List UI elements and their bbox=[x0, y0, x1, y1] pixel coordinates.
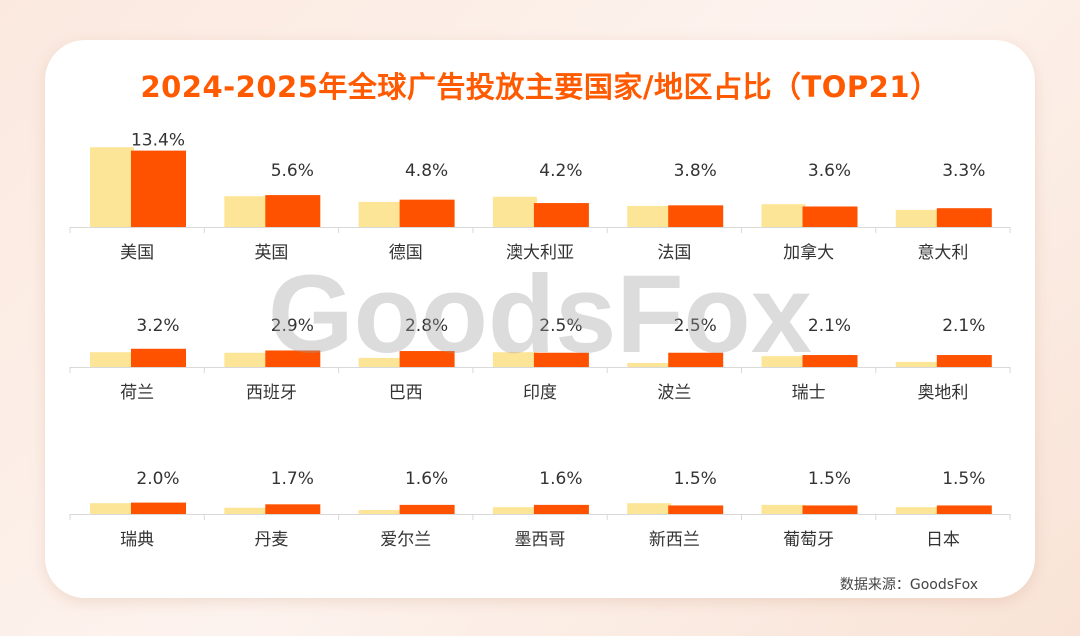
bar-later bbox=[802, 206, 858, 227]
bar-later bbox=[399, 351, 455, 367]
bar-later bbox=[399, 504, 455, 514]
bar-earlier bbox=[895, 361, 940, 367]
data-label: 2.1% bbox=[942, 316, 985, 336]
bar-earlier bbox=[761, 204, 806, 227]
data-label: 2.8% bbox=[405, 316, 448, 336]
data-label: 1.6% bbox=[539, 469, 582, 489]
bar-earlier bbox=[90, 352, 134, 367]
data-label: 2.9% bbox=[271, 316, 314, 336]
bar-earlier bbox=[627, 205, 672, 227]
data-label: 1.5% bbox=[674, 469, 717, 489]
bar-later bbox=[265, 504, 321, 514]
watermark: GoodsFox bbox=[268, 253, 812, 376]
bar-earlier bbox=[224, 352, 269, 367]
bar-later bbox=[131, 502, 186, 514]
category-label: 澳大利亚 bbox=[506, 243, 574, 263]
category-label: 巴西 bbox=[389, 383, 423, 403]
bar-earlier bbox=[895, 209, 940, 227]
category-label: 爱尔兰 bbox=[380, 530, 431, 550]
bar-earlier bbox=[761, 504, 806, 514]
bar-earlier bbox=[761, 356, 806, 367]
bar-later bbox=[131, 348, 186, 367]
category-label: 瑞典 bbox=[120, 530, 154, 550]
category-label: 德国 bbox=[389, 243, 423, 263]
bar-later bbox=[936, 208, 992, 227]
bar-later bbox=[802, 355, 858, 367]
bar-later bbox=[668, 205, 724, 227]
data-label: 5.6% bbox=[271, 161, 314, 181]
bar-earlier bbox=[627, 503, 672, 514]
data-label: 4.8% bbox=[405, 161, 448, 181]
data-label: 2.0% bbox=[136, 469, 179, 489]
chart-title: 2024-2025年全球广告投放主要国家/地区占比（TOP21） bbox=[140, 70, 940, 104]
bar-earlier bbox=[492, 196, 537, 227]
data-label: 2.5% bbox=[539, 316, 582, 336]
category-label: 波兰 bbox=[657, 383, 691, 403]
category-label: 奥地利 bbox=[917, 383, 968, 403]
category-label: 日本 bbox=[926, 530, 960, 550]
category-label: 英国 bbox=[254, 243, 288, 263]
data-label: 1.5% bbox=[942, 469, 985, 489]
data-label: 2.1% bbox=[808, 316, 851, 336]
bar-later bbox=[533, 203, 589, 227]
bar-later bbox=[265, 350, 321, 367]
bar-later bbox=[668, 505, 724, 514]
category-label: 印度 bbox=[523, 383, 557, 403]
bar-earlier bbox=[492, 507, 537, 514]
bar-later bbox=[131, 150, 186, 227]
data-label: 1.7% bbox=[271, 469, 314, 489]
bar-later bbox=[533, 352, 589, 367]
bar-earlier bbox=[895, 507, 940, 514]
data-label: 3.2% bbox=[136, 316, 179, 336]
category-label: 瑞士 bbox=[792, 383, 826, 403]
bar-later bbox=[936, 355, 992, 367]
bar-earlier bbox=[358, 510, 403, 514]
data-label: 3.3% bbox=[942, 161, 985, 181]
bar-earlier bbox=[90, 503, 134, 514]
bar-earlier bbox=[358, 357, 403, 367]
category-label: 新西兰 bbox=[649, 530, 700, 550]
bar-later bbox=[399, 199, 455, 227]
data-label: 1.5% bbox=[808, 469, 851, 489]
category-label: 墨西哥 bbox=[515, 530, 566, 550]
category-label: 葡萄牙 bbox=[783, 530, 834, 550]
bar-later bbox=[802, 505, 858, 514]
bar-earlier bbox=[358, 201, 403, 227]
bar-later bbox=[533, 504, 589, 514]
bar-later bbox=[265, 195, 321, 227]
data-label: 1.6% bbox=[405, 469, 448, 489]
category-label: 意大利 bbox=[917, 243, 968, 263]
category-label: 西班牙 bbox=[246, 383, 297, 403]
bar-earlier bbox=[224, 507, 269, 514]
data-label: 4.2% bbox=[539, 161, 582, 181]
bar-earlier bbox=[627, 363, 672, 367]
bar-earlier bbox=[90, 147, 134, 227]
bar-later bbox=[936, 505, 992, 514]
category-label: 美国 bbox=[120, 243, 154, 263]
category-label: 丹麦 bbox=[254, 530, 288, 550]
data-label: 3.6% bbox=[808, 161, 851, 181]
bar-earlier bbox=[224, 196, 269, 227]
category-label: 加拿大 bbox=[783, 242, 834, 263]
bar-earlier bbox=[492, 352, 537, 367]
data-source: 数据来源：GoodsFox bbox=[839, 577, 978, 593]
category-label: 荷兰 bbox=[120, 383, 154, 403]
category-label: 法国 bbox=[657, 243, 691, 263]
data-label: 3.8% bbox=[674, 161, 717, 181]
data-label: 2.5% bbox=[674, 316, 717, 336]
bar-later bbox=[668, 352, 724, 367]
data-label: 13.4% bbox=[131, 131, 185, 151]
